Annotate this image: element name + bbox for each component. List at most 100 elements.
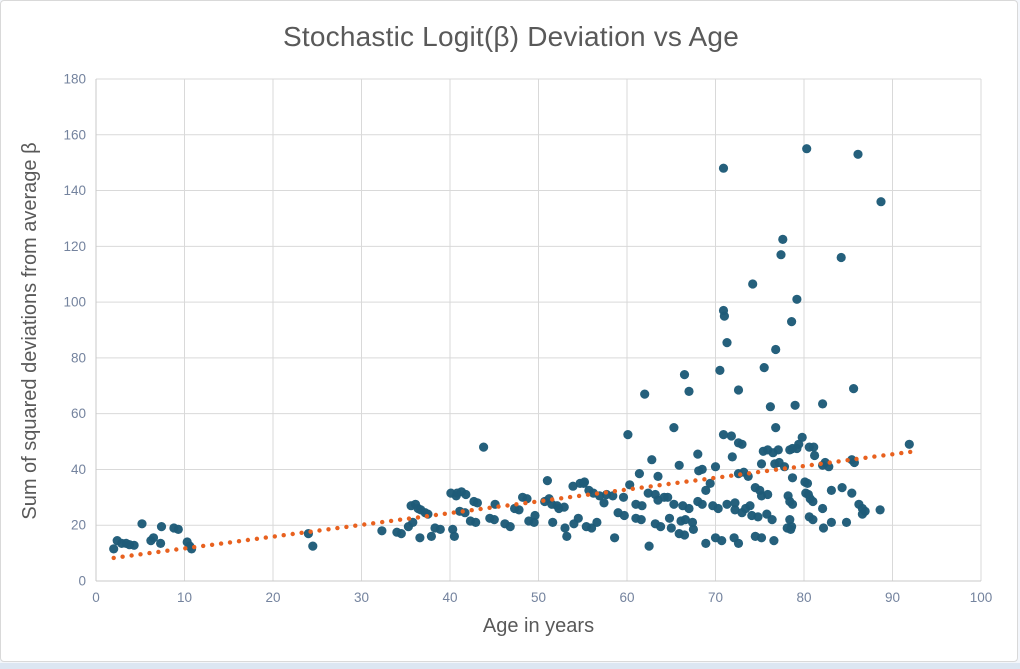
data-point — [619, 510, 629, 521]
data-point — [715, 365, 725, 375]
data-point — [415, 533, 425, 543]
trendline-dot — [702, 477, 707, 482]
data-point — [664, 513, 675, 523]
data-point — [530, 510, 540, 521]
data-point — [737, 439, 747, 449]
trendline-dot — [872, 454, 877, 459]
data-point — [818, 503, 828, 514]
trendline-dot — [612, 489, 618, 494]
trendline-dot — [720, 474, 725, 480]
data-point — [710, 462, 721, 472]
trendline-dot — [433, 512, 439, 518]
data-point — [461, 489, 471, 500]
x-tick-label: 30 — [354, 590, 369, 605]
trendline-dot — [442, 511, 447, 516]
data-point — [717, 536, 727, 546]
trendline-dot — [845, 458, 850, 463]
data-point — [663, 492, 673, 502]
trendline-dot — [201, 543, 206, 549]
data-point — [697, 464, 707, 474]
data-point — [719, 311, 730, 321]
x-tick-label: 80 — [796, 590, 811, 605]
trendline-dot — [487, 505, 492, 510]
trendline-dot — [594, 491, 600, 496]
data-point — [787, 499, 798, 509]
data-point — [836, 252, 846, 263]
trendline-dot — [738, 472, 743, 477]
data-point — [776, 250, 786, 260]
trendline-dot — [890, 452, 895, 457]
data-point — [837, 483, 847, 493]
data-point — [771, 344, 781, 355]
x-tick-label: 90 — [885, 590, 900, 605]
data-point — [778, 234, 788, 244]
data-point — [713, 503, 723, 514]
data-point — [687, 517, 698, 528]
data-point — [618, 492, 629, 502]
trendline-dot — [666, 481, 671, 487]
y-tick-label: 100 — [63, 295, 86, 310]
data-point — [669, 423, 679, 433]
trendline-dot — [156, 549, 161, 555]
trendline-dot — [406, 516, 412, 521]
trendline-dot — [218, 541, 224, 546]
trendline-dot — [505, 503, 510, 508]
data-point — [727, 452, 737, 462]
y-tick-label: 120 — [63, 239, 86, 254]
y-tick-label: 60 — [71, 406, 86, 421]
data-point — [448, 524, 458, 535]
trendline-dot — [397, 517, 403, 522]
data-point — [826, 517, 837, 528]
data-point — [688, 524, 699, 535]
y-tick-label: 180 — [63, 72, 86, 87]
trendline-dot — [380, 519, 385, 525]
trendline-dot — [576, 493, 582, 499]
trendline-dot — [773, 467, 779, 472]
trendline-dot — [809, 462, 814, 468]
trendline-dot — [603, 490, 609, 495]
trendline-dot — [693, 478, 698, 483]
trendline-dot — [746, 471, 752, 476]
data-point — [643, 488, 653, 498]
x-tick-label: 0 — [92, 590, 100, 605]
data-point — [808, 515, 818, 525]
y-tick-label: 20 — [71, 518, 86, 533]
data-point — [472, 498, 482, 508]
data-point — [109, 544, 119, 554]
trendline-dot — [621, 487, 626, 493]
data-point — [808, 496, 818, 507]
data-point — [810, 450, 820, 461]
data-point — [560, 523, 570, 533]
data-point — [765, 402, 776, 412]
trendline-dot — [496, 504, 501, 509]
data-point — [308, 541, 318, 551]
x-tick-label: 100 — [970, 590, 993, 605]
data-point — [718, 430, 729, 440]
data-point — [745, 501, 755, 511]
data-point — [634, 469, 645, 479]
trendline-dot — [281, 533, 286, 538]
data-point — [156, 522, 167, 532]
data-point — [669, 499, 679, 509]
trendline-dot — [183, 546, 188, 551]
x-axis-title: Age in years — [482, 615, 595, 637]
trendline-dot — [353, 523, 358, 528]
data-point — [608, 491, 618, 501]
data-point — [794, 439, 804, 449]
trendline-dot — [630, 486, 635, 491]
x-tick-label: 40 — [442, 590, 457, 605]
data-point — [756, 459, 767, 469]
data-point — [637, 501, 647, 511]
bottom-strip — [0, 663, 1020, 669]
data-point — [787, 317, 797, 327]
data-point — [679, 530, 690, 540]
trendline-dot — [165, 548, 170, 553]
trendline-dot — [111, 555, 116, 561]
data-point — [592, 517, 602, 528]
data-point — [548, 517, 558, 528]
data-point — [733, 385, 744, 395]
trendline-dot — [782, 466, 788, 471]
data-point — [726, 431, 737, 441]
